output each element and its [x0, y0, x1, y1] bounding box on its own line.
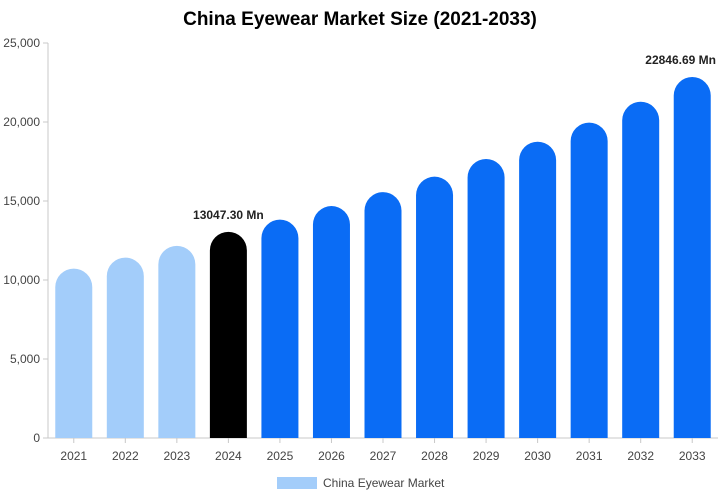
bar-2031[interactable] [570, 122, 608, 438]
bar-2024[interactable] [209, 231, 247, 438]
y-tick-label: 0 [33, 431, 40, 445]
bar-2023[interactable] [158, 245, 196, 438]
bar-2032[interactable] [622, 101, 660, 439]
bar-2025[interactable] [261, 219, 299, 438]
x-tick-label: 2028 [421, 449, 448, 463]
x-tick-label: 2024 [215, 449, 242, 463]
y-tick-label: 25,000 [3, 36, 40, 50]
x-tick-label: 2031 [576, 449, 603, 463]
x-tick-label: 2029 [473, 449, 500, 463]
y-tick-label: 10,000 [3, 273, 40, 287]
bar-2033[interactable] [673, 77, 711, 438]
bar-2022[interactable] [106, 257, 144, 438]
legend-label: China Eyewear Market [323, 476, 445, 490]
data-label-2033: 22846.69 Mn [645, 53, 716, 67]
x-tick-label: 2027 [370, 449, 397, 463]
legend[interactable]: China Eyewear Market [277, 476, 444, 490]
bar-2021[interactable] [55, 268, 93, 438]
bar-2030[interactable] [519, 141, 557, 439]
x-tick-label: 2023 [163, 449, 190, 463]
x-tick-label: 2030 [524, 449, 551, 463]
bar-2026[interactable] [312, 206, 350, 438]
y-tick-label: 5,000 [10, 352, 40, 366]
data-label-2024: 13047.30 Mn [193, 208, 264, 222]
y-tick-label: 15,000 [3, 194, 40, 208]
x-tick-label: 2025 [267, 449, 294, 463]
x-tick-label: 2026 [318, 449, 345, 463]
bar-2028[interactable] [416, 176, 454, 438]
y-tick-label: 20,000 [3, 115, 40, 129]
bar-2029[interactable] [467, 158, 505, 439]
bar-2027[interactable] [364, 192, 402, 438]
x-tick-label: 2022 [112, 449, 139, 463]
x-tick-label: 2033 [679, 449, 706, 463]
x-tick-label: 2021 [60, 449, 87, 463]
legend-swatch [277, 477, 317, 489]
x-tick-label: 2032 [627, 449, 654, 463]
chart-title: China Eyewear Market Size (2021-2033) [183, 9, 537, 30]
